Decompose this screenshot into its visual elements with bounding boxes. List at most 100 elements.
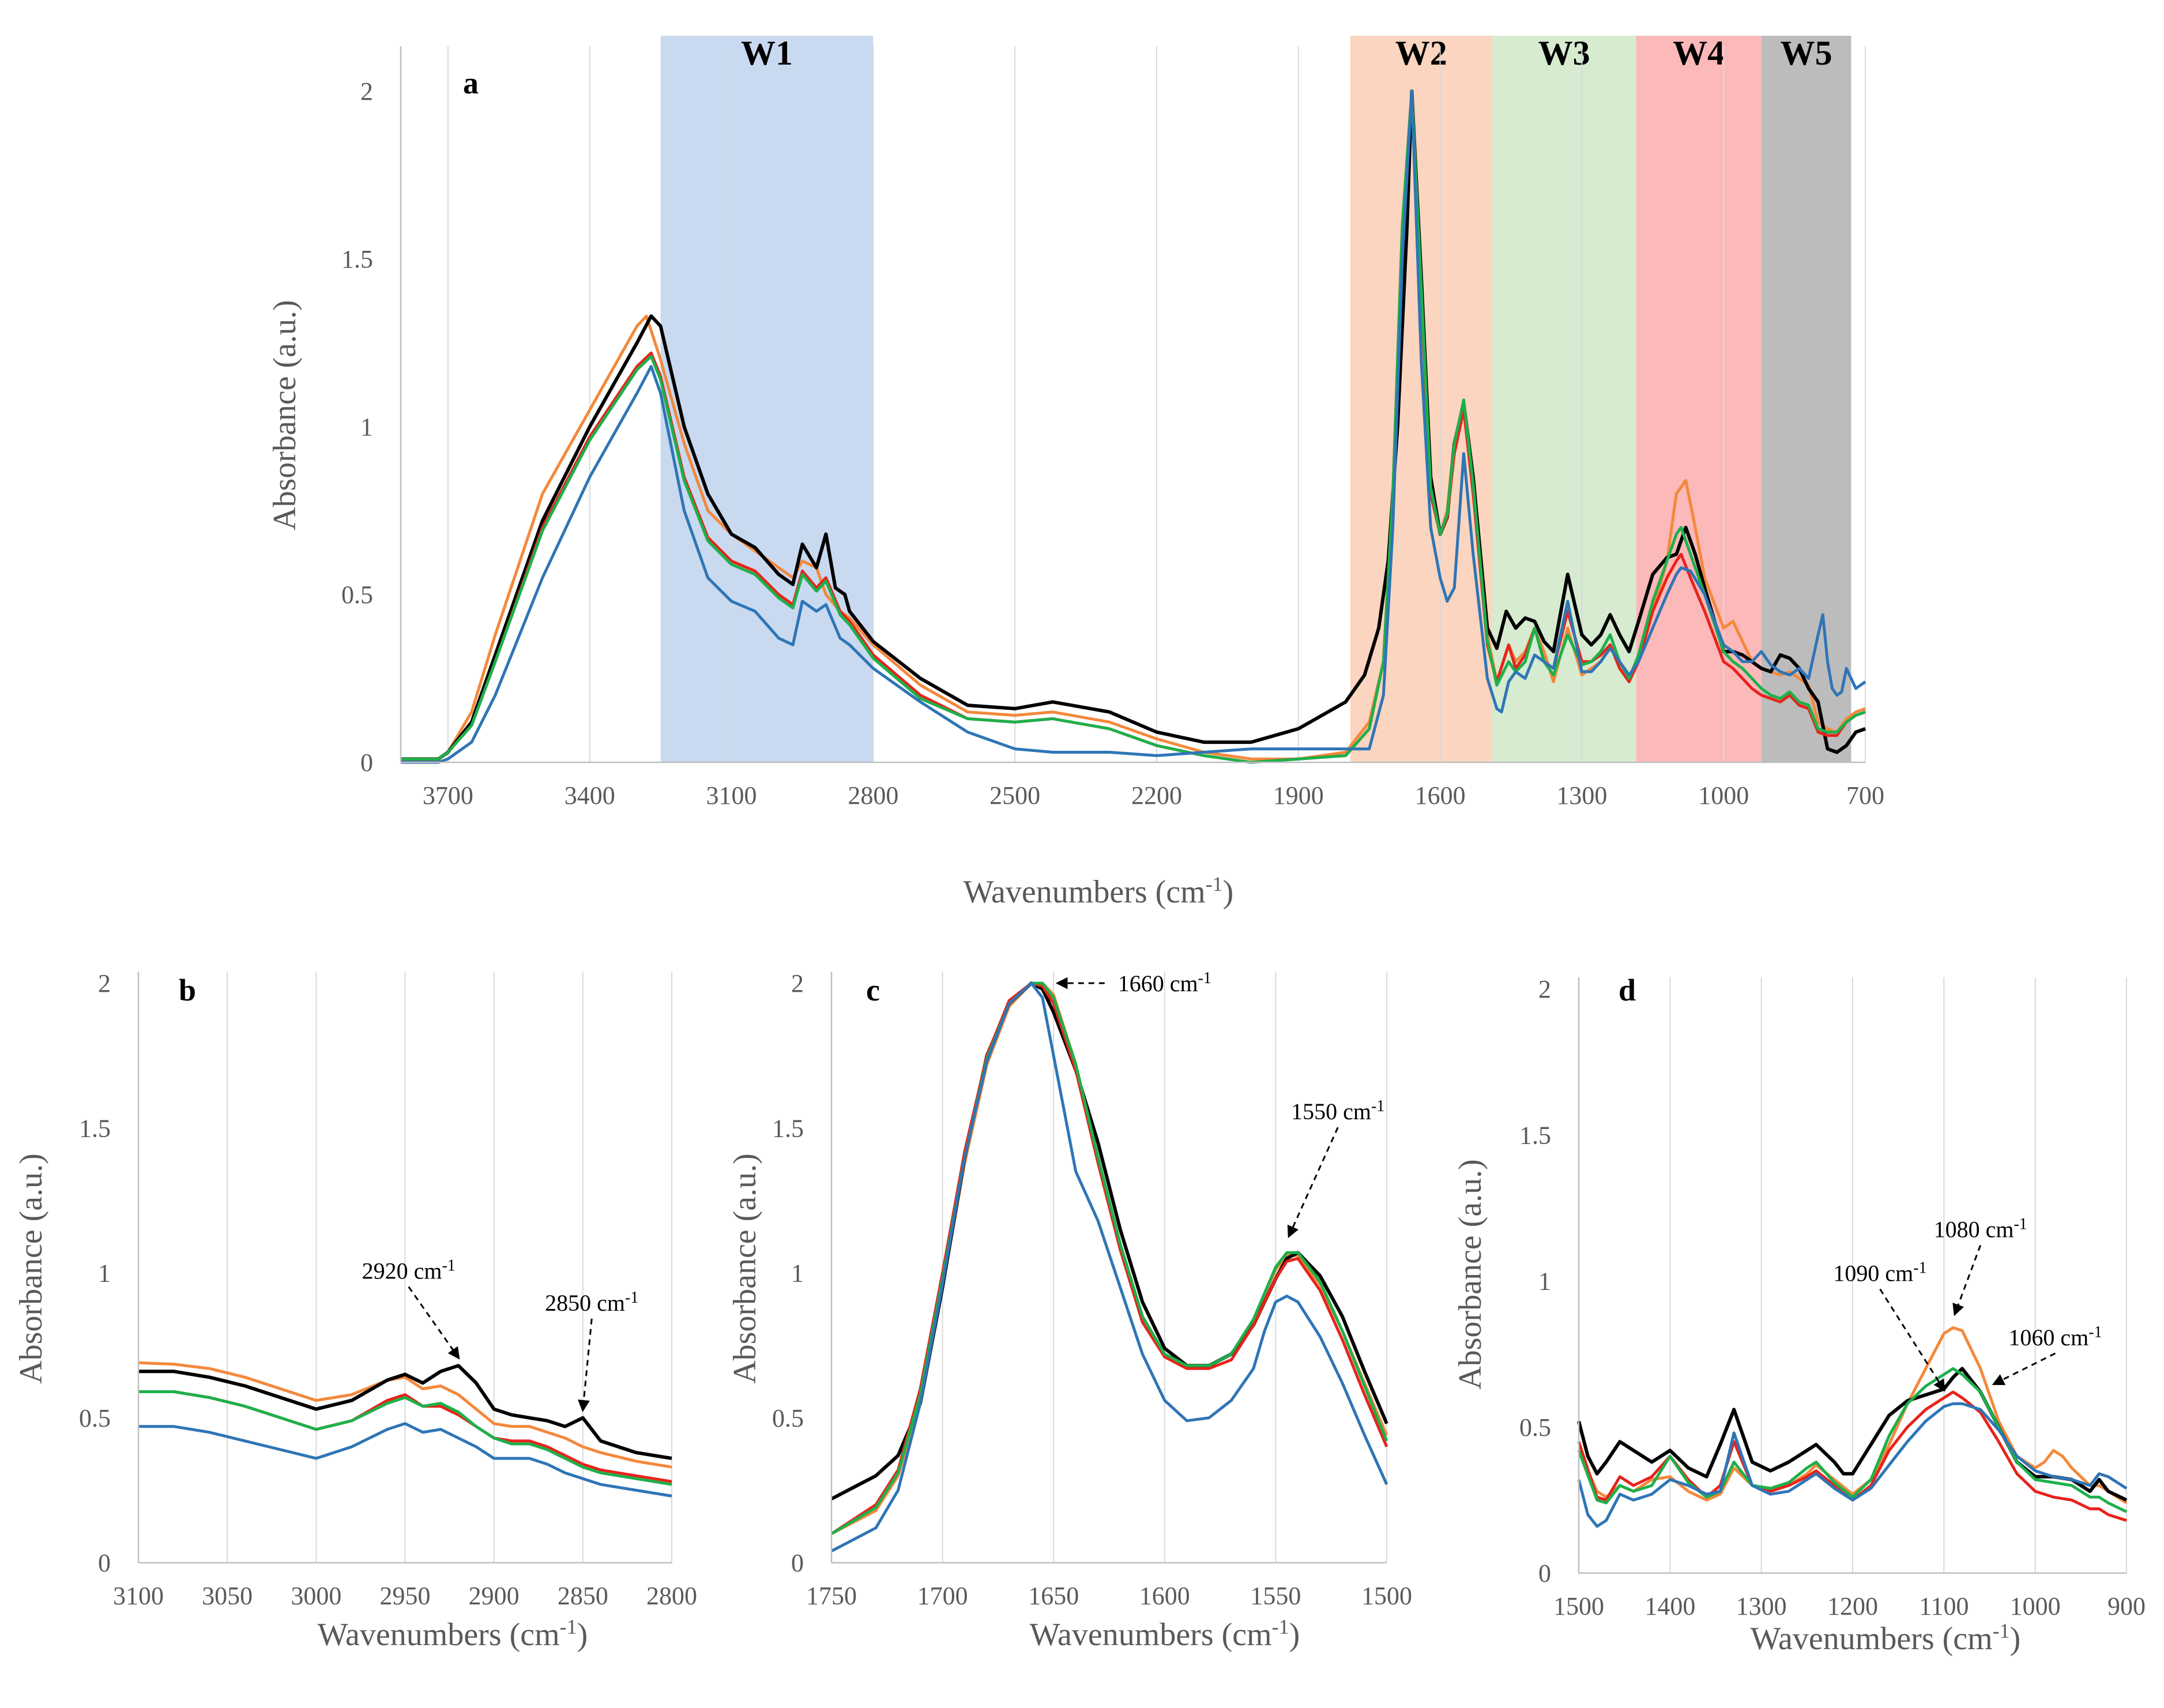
panel-b: 3100 3050 3000 2950 2900 2850 2800 0 0.5 1 1.5 2 29…: [13, 969, 697, 1653]
region-w4: [1636, 36, 1762, 762]
y-tick-label: 1.5: [341, 245, 373, 273]
panel-b-axes: 3100 3050 3000 2950 2900 2850 2800 0 0.5 1 1.5 2: [79, 969, 697, 1610]
x-tick-label: 1500: [1553, 1592, 1604, 1620]
panel-d-axes: 1500 1400 1300 1200 1100 1000 900 0 0.5 1 1.5 2: [1519, 975, 2146, 1620]
annotation-label-sup: -1: [1913, 1259, 1926, 1277]
panel-a-axes: 3700 3400 3100 2800 2500 2200 1900 1600 1300 1000…: [341, 46, 1884, 810]
x-tick-label: 3000: [291, 1582, 341, 1610]
panel-c-x-axis-title-end: ): [1289, 1617, 1300, 1653]
series-black-line: [138, 1364, 672, 1461]
x-tick-label: 2800: [646, 1582, 697, 1610]
x-tick-label: 1000: [1698, 781, 1749, 810]
panel-b-y-axis-title: Absorbance (a.u.): [13, 1153, 49, 1384]
y-tick-label: 0: [791, 1549, 804, 1577]
panel-d-series: [1577, 1326, 2128, 1528]
series-green-line: [138, 1390, 672, 1486]
annotation-label-sup: -1: [1371, 1097, 1384, 1115]
annotation-label-sup: -1: [2088, 1323, 2102, 1341]
annotation-label-main: 1090 cm: [1833, 1261, 1913, 1286]
panel-d-x-axis-title-main: Wavenumbers (cm: [1751, 1621, 1993, 1657]
panel-b-x-axis-title-end: ): [577, 1617, 588, 1653]
series-black-line: [1577, 1367, 2128, 1502]
x-tick-label: 1100: [1919, 1592, 1969, 1620]
series-blue-line: [830, 981, 1388, 1553]
region-label-w1: W1: [741, 34, 793, 72]
x-tick-label: 2950: [380, 1582, 431, 1610]
x-tick-label: 3050: [202, 1582, 253, 1610]
panel-c: 1750 1700 1650 1600 1550 1500 0 0.5 1 1.5 2 1660 c…: [727, 969, 1412, 1653]
y-tick-label: 1: [1538, 1267, 1551, 1296]
y-tick-label: 2: [791, 969, 804, 998]
y-tick-label: 0.5: [772, 1404, 804, 1432]
x-tick-label: 1600: [1415, 781, 1466, 810]
x-tick-label: 1200: [1827, 1592, 1878, 1620]
panel-c-x-axis-title-sup: -1: [1272, 1615, 1289, 1638]
panel-c-x-axis-title: Wavenumbers (cm-1): [1030, 1615, 1300, 1653]
annotation-label-main: 2920 cm: [362, 1258, 442, 1284]
annotation-arrow: [1992, 1352, 2056, 1385]
y-tick-label: 2: [1538, 975, 1551, 1003]
x-tick-label: 2200: [1131, 781, 1182, 810]
y-tick-label: 0: [98, 1549, 111, 1577]
annotation-label-main: 1060 cm: [2008, 1325, 2088, 1350]
annotation-arrow: [408, 1286, 460, 1360]
x-tick-label: 1300: [1556, 781, 1607, 810]
annotation-label: 1660 cm-1: [1118, 969, 1211, 996]
x-tick-label: 2800: [848, 781, 898, 810]
panel-b-x-axis-title-sup: -1: [560, 1615, 577, 1638]
panel-a-y-axis-title: Absorbance (a.u.): [267, 300, 303, 531]
y-tick-label: 1.5: [79, 1114, 111, 1142]
annotation-arrow: [1952, 1245, 1982, 1316]
panel-a-series: [401, 89, 1866, 764]
panel-c-y-axis-title: Absorbance (a.u.): [727, 1153, 763, 1384]
panel-b-letter: b: [179, 973, 196, 1007]
y-tick-label: 1.5: [1519, 1121, 1551, 1149]
series-green-line: [401, 89, 1866, 764]
region-label-w4: W4: [1673, 34, 1725, 72]
panel-a-letter: a: [463, 66, 479, 100]
panel-d-y-axis-title: Absorbance (a.u.): [1452, 1159, 1488, 1390]
annotation-label: 1550 cm-1: [1291, 1097, 1384, 1124]
annotation-label: 1080 cm-1: [1934, 1216, 2027, 1243]
y-tick-label: 1: [360, 413, 373, 441]
y-tick-label: 2: [360, 77, 373, 106]
panel-a-x-axis-title-main: Wavenumbers (cm: [964, 874, 1206, 910]
panel-c-letter: c: [866, 973, 880, 1007]
panel-d-letter: d: [1619, 973, 1636, 1007]
y-tick-label: 0: [360, 748, 373, 777]
panel-c-axes: 1750 1700 1650 1600 1550 1500 0 0.5 1 1.5 2: [772, 969, 1412, 1610]
x-tick-label: 1300: [1736, 1592, 1787, 1620]
series-blue-line: [1577, 1402, 2128, 1528]
annotation-label: 2850 cm-1: [545, 1289, 638, 1316]
annotation-arrow: [578, 1318, 593, 1412]
y-tick-label: 0.5: [341, 581, 373, 609]
annotation-label-sup: -1: [442, 1257, 455, 1275]
y-tick-label: 1: [791, 1259, 804, 1288]
y-tick-label: 1: [98, 1259, 111, 1288]
annotation-label-sup: -1: [625, 1289, 638, 1307]
series-orange-line: [138, 1361, 672, 1469]
panel-a-x-axis-title-sup: -1: [1206, 872, 1223, 896]
series-blue-line: [138, 1422, 672, 1498]
region-label-w5: W5: [1781, 34, 1832, 72]
panel-c-series: [830, 981, 1388, 1553]
panel-a: W1 W2 W3 W4 W5 3700 3400 3100 2800 2500 2200 1900 1…: [267, 34, 1884, 910]
x-tick-label: 3400: [564, 781, 615, 810]
y-tick-label: 0.5: [1519, 1413, 1551, 1442]
annotation-label-main: 1080 cm: [1934, 1217, 2014, 1243]
x-tick-label: 1550: [1250, 1582, 1301, 1610]
x-tick-label: 1400: [1644, 1592, 1695, 1620]
y-tick-label: 0.5: [79, 1404, 111, 1432]
annotation-label: 1060 cm-1: [2008, 1323, 2102, 1350]
x-tick-label: 1700: [917, 1582, 968, 1610]
x-tick-label: 2850: [558, 1582, 608, 1610]
series-green-line: [1577, 1367, 2128, 1513]
region-w1: [660, 36, 874, 762]
panel-c-x-axis-title-main: Wavenumbers (cm: [1030, 1617, 1272, 1653]
panel-a-grid: [447, 46, 1866, 762]
panel-c-annotations: 1660 cm-1 1550 cm-1: [1055, 969, 1384, 1239]
annotation-label-sup: -1: [1198, 969, 1211, 987]
panel-a-regions: W1 W2 W3 W4 W5: [660, 34, 1851, 762]
